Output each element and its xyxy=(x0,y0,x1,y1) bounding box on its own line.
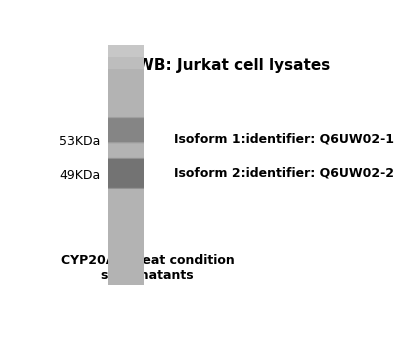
Text: 49KDa: 49KDa xyxy=(59,169,100,182)
Text: 53KDa: 53KDa xyxy=(59,135,101,148)
Text: CYP20A1: neat condition
supernatants: CYP20A1: neat condition supernatants xyxy=(61,254,234,282)
Text: Isoform 2:identifier: Q6UW02-2: Isoform 2:identifier: Q6UW02-2 xyxy=(174,166,394,179)
Text: WB: Jurkat cell lysates: WB: Jurkat cell lysates xyxy=(137,58,330,73)
Text: Isoform 1:identifier: Q6UW02-1: Isoform 1:identifier: Q6UW02-1 xyxy=(174,133,394,146)
